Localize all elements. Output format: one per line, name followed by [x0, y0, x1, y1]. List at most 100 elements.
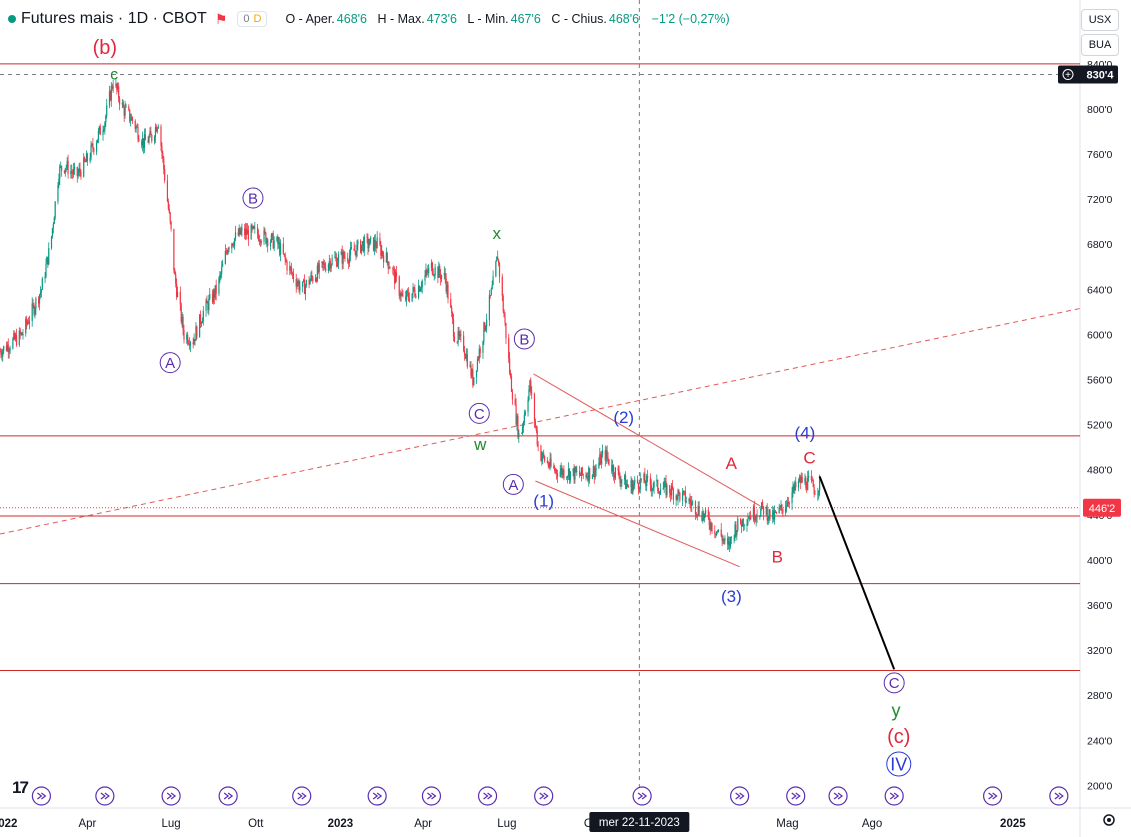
candle-body: [95, 142, 98, 152]
candle-body: [739, 518, 742, 524]
wave-label: y: [892, 700, 901, 720]
candle-body: [531, 392, 533, 394]
candle-body: [427, 271, 429, 273]
candle-body: [250, 225, 252, 240]
candle-body: [394, 272, 397, 284]
candle-body: [767, 518, 769, 521]
candle-body: [91, 144, 93, 145]
candle-body: [349, 247, 352, 256]
candle-body: [290, 266, 292, 269]
candle-body: [375, 246, 377, 249]
candle-body: [348, 255, 351, 264]
candle-body: [762, 502, 764, 507]
candle-body: [444, 272, 446, 279]
candle-body: [340, 251, 342, 255]
candle-body: [754, 519, 756, 521]
candle-body: [650, 485, 652, 491]
candle-body: [209, 293, 211, 299]
candle-body: [61, 165, 63, 171]
candle-body: [649, 477, 651, 486]
candle-body: [638, 488, 640, 490]
unit-button[interactable]: BUA: [1081, 34, 1119, 56]
candle-body: [707, 509, 709, 518]
candle-body: [215, 285, 217, 294]
candle-body: [26, 318, 28, 324]
wave-label: B: [772, 548, 783, 567]
candle-body: [13, 333, 15, 339]
candle-body: [818, 490, 820, 494]
candle-body: [814, 493, 816, 495]
candle-body: [675, 495, 677, 500]
candle-body: [123, 107, 125, 116]
candle-body: [698, 505, 700, 515]
price-tick-label: 720'0: [1087, 194, 1113, 206]
symbol-title[interactable]: Futures mais · 1D · CBOT: [21, 10, 207, 27]
candle-body: [186, 334, 188, 340]
candle-body: [594, 470, 596, 478]
candle-body: [137, 127, 139, 140]
candle-body: [612, 465, 614, 472]
gear-icon[interactable]: [1101, 812, 1117, 828]
candle-body: [244, 228, 246, 236]
wave-label: x: [493, 224, 502, 243]
candle-body: [228, 248, 230, 250]
candle-body: [72, 172, 74, 175]
candle-body: [312, 277, 314, 282]
candle-body: [179, 291, 181, 305]
tradingview-logo[interactable]: 17: [12, 778, 29, 797]
candle-body: [740, 523, 743, 527]
candle-body: [591, 474, 594, 479]
ohlc-values: O - Aper. 468'6 H - Max. 473'6 L - Min. 467…: [285, 12, 736, 26]
candle-body: [50, 236, 53, 249]
candle-body: [568, 468, 571, 480]
candle-body: [347, 257, 349, 262]
currency-button[interactable]: USX: [1081, 9, 1119, 31]
close-value: 468'6: [608, 12, 640, 26]
candle-body: [549, 458, 551, 467]
candle-body: [414, 290, 416, 296]
candle-body: [353, 248, 355, 251]
candle-body: [665, 481, 667, 496]
candle-body: [801, 476, 803, 483]
candle-body: [97, 130, 100, 140]
candle-body: [309, 280, 311, 285]
candle-body: [625, 483, 628, 489]
candle-body: [167, 201, 169, 209]
candle-body: [600, 454, 602, 465]
candle-body: [211, 293, 214, 302]
candle-body: [566, 477, 568, 479]
candle-body: [402, 295, 404, 297]
candle-body: [701, 514, 703, 521]
candle-body: [798, 477, 801, 481]
open-label: O - Aper.: [285, 12, 335, 26]
wave-label: C: [889, 675, 900, 692]
candle-body: [335, 257, 337, 259]
session-pill[interactable]: 0 D: [237, 11, 268, 27]
candle-body: [324, 263, 326, 268]
candle-body: [669, 485, 671, 493]
plus-glyph: +: [1065, 70, 1071, 81]
candle-body: [521, 432, 523, 434]
candle-body: [807, 477, 809, 491]
candle-body: [737, 518, 739, 531]
candle-body: [547, 462, 549, 467]
candle-body: [715, 533, 717, 535]
candle-body: [141, 141, 143, 146]
candle-body: [327, 264, 330, 272]
price-tick-label: 800'0: [1087, 104, 1113, 116]
candle-body: [418, 286, 421, 292]
flag-icon[interactable]: ⚑: [214, 10, 228, 27]
time-tick-label: Mag: [776, 818, 798, 830]
time-tick-label: 2023: [328, 818, 354, 830]
candle-body: [515, 404, 517, 425]
candle-body: [663, 481, 665, 488]
candle-body: [222, 263, 224, 267]
candle-body: [225, 250, 227, 253]
candle-body: [681, 492, 684, 501]
candle-body: [350, 247, 353, 249]
candle-body: [25, 318, 27, 334]
candle-body: [121, 102, 123, 105]
candle-body: [279, 243, 282, 255]
